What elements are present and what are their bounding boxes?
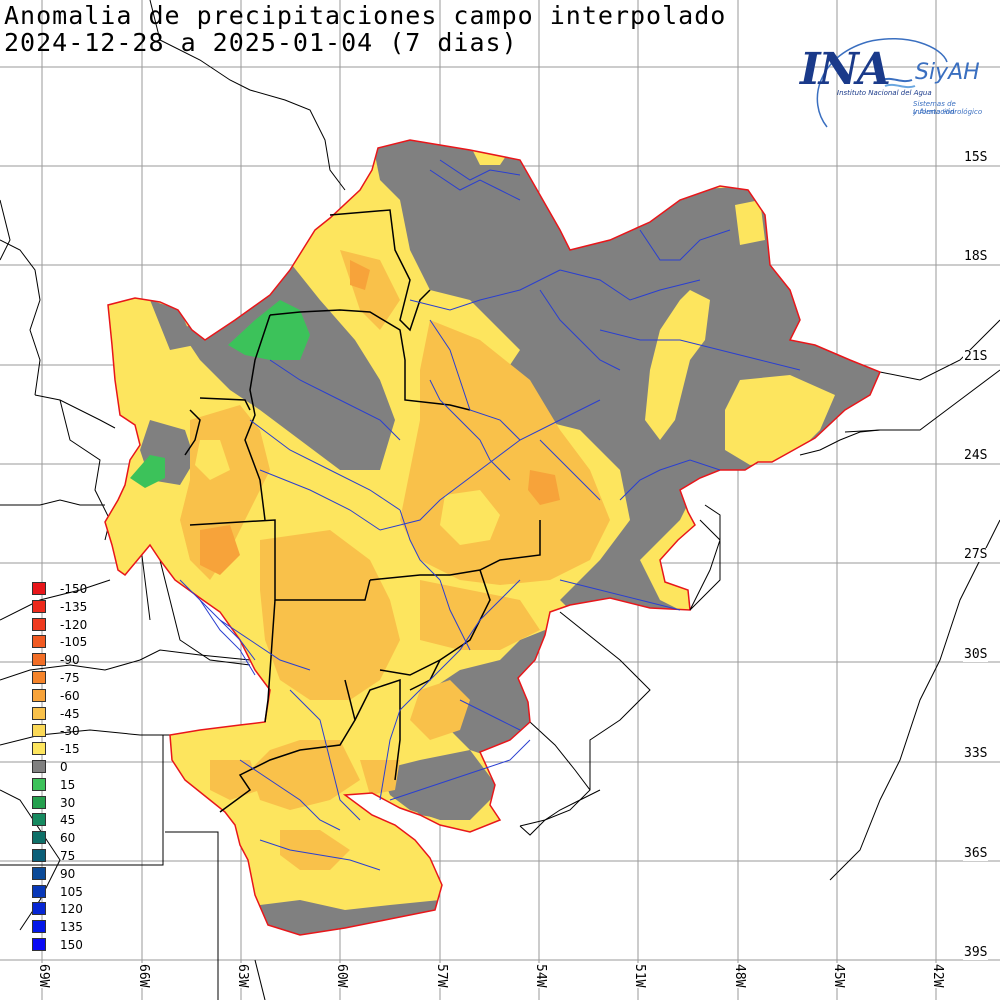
coastline [519, 429, 900, 836]
rivers [179, 159, 801, 871]
lat-label: 33S [963, 746, 989, 761]
legend-swatch [32, 653, 46, 667]
lon-label: 69W [36, 963, 51, 989]
legend-label: 90 [60, 866, 76, 881]
legend-swatch [32, 777, 46, 791]
legend-swatch [32, 724, 46, 738]
lon-label: 42W [930, 963, 945, 989]
logo-subtitle-2: Sistemas de Información [913, 100, 956, 116]
legend-swatch [32, 617, 46, 631]
lat-label: 24S [963, 448, 989, 463]
legend-swatch [32, 599, 46, 613]
legend-swatch [32, 831, 46, 845]
lon-label: 63W [235, 963, 250, 989]
basin-outline [104, 139, 881, 936]
lat-label: 36S [963, 846, 989, 861]
lat-label: 21S [963, 349, 989, 364]
legend-swatch [32, 688, 46, 702]
legend-label: 75 [60, 848, 76, 863]
legend-label: -135 [60, 599, 88, 614]
ina-siyah-logo: INA SiyAH Instituto Nacional del Agua Si… [797, 32, 997, 130]
legend-swatch [32, 813, 46, 827]
legend-swatch [32, 920, 46, 934]
lon-label: 60W [334, 963, 349, 989]
legend-swatch [32, 742, 46, 756]
lat-label: 18S [963, 249, 989, 264]
legend-label: -90 [60, 653, 80, 668]
lon-label: 48W [732, 963, 747, 989]
legend-label: 120 [60, 902, 83, 917]
legend-swatch [32, 884, 46, 898]
legend-swatch [32, 866, 46, 880]
lat-label: 27S [963, 547, 989, 562]
map-period: 2024-12-28 a 2025-01-04 (7 dias) [4, 28, 518, 57]
legend-label: 30 [60, 795, 76, 810]
legend-label: -105 [60, 635, 88, 650]
legend-label: 15 [60, 777, 76, 792]
logo-subtitle: Instituto Nacional del Agua [837, 89, 932, 97]
legend-label: -75 [60, 670, 80, 685]
legend-label: -60 [60, 688, 80, 703]
legend-swatch [32, 635, 46, 649]
legend-swatch [32, 848, 46, 862]
logo-swoosh [816, 38, 948, 128]
legend-label: 135 [60, 920, 83, 935]
legend-label: -150 [60, 582, 88, 596]
logo-siyah-text: SiyAH [915, 60, 980, 85]
legend-label: 45 [60, 813, 76, 828]
legend-swatch [32, 937, 46, 951]
legend-label: -15 [60, 742, 80, 757]
lon-label: 66W [136, 963, 151, 989]
lat-label: 30S [963, 647, 989, 662]
legend-swatch [32, 706, 46, 720]
lat-label: 39S [963, 945, 989, 960]
legend-swatch [32, 670, 46, 684]
legend-label: 60 [60, 831, 76, 846]
legend-label: -120 [60, 617, 88, 632]
legend-label: -45 [60, 706, 80, 721]
legend-label: -30 [60, 724, 80, 739]
lon-label: 57W [434, 963, 449, 989]
legend-label: 150 [60, 937, 83, 952]
map-title: Anomalia de precipitaciones campo interp… [4, 1, 727, 30]
logo-ina-text: INA [800, 44, 891, 95]
lon-label: 51W [632, 963, 647, 989]
legend-swatch [32, 582, 46, 595]
legend-label: 105 [60, 884, 83, 899]
legend-label: 0 [60, 759, 68, 774]
inner-borders [184, 209, 541, 813]
legend-swatch [32, 795, 46, 809]
legend-swatch [32, 902, 46, 916]
logo-subtitle-3: y Alerta Hidrológico [913, 108, 983, 116]
legend-swatch [32, 759, 46, 773]
lon-label: 54W [533, 963, 548, 989]
lon-label: 45W [831, 963, 846, 989]
lat-label: 15S [963, 150, 989, 165]
